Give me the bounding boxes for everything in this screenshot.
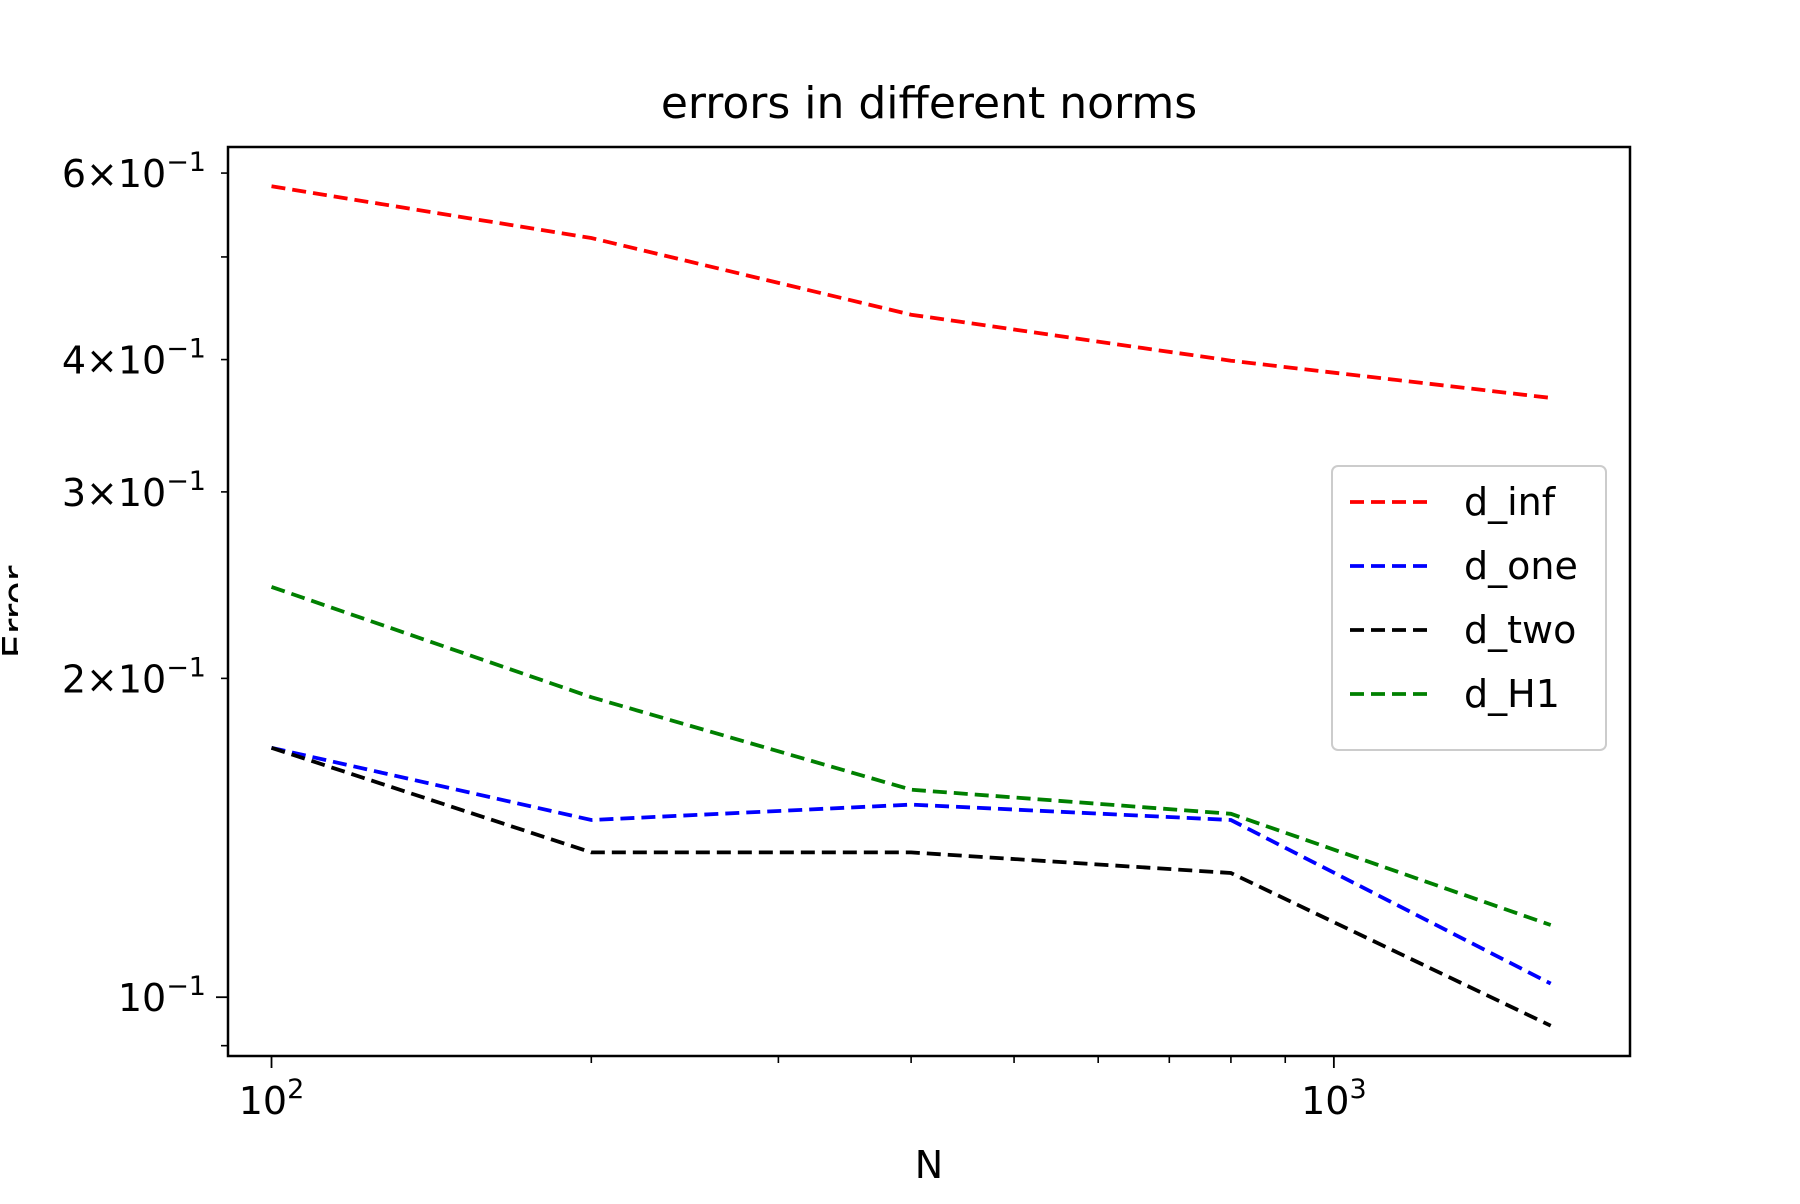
x-axis-label: N [915,1143,943,1187]
y-tick-label: 6×10−1 [62,147,206,196]
x-tick-label: 103 [1301,1074,1367,1123]
y-tick-label: 2×10−1 [62,652,206,701]
y-tick-label: 4×10−1 [62,334,206,383]
legend-label: d_one [1464,544,1578,588]
legend-label: d_two [1464,608,1576,652]
legend-box [1331,465,1607,751]
y-tick-label: 10−1 [118,971,206,1020]
series-line-d-two [270,745,1552,1028]
y-tick-label: 3×10−1 [62,466,206,515]
x-tick-label: 102 [239,1074,305,1123]
series-group [270,184,1552,1028]
legend-label: d_H1 [1464,672,1560,716]
series-line-d-one [271,745,1552,986]
series-line-d-H1 [270,585,1552,927]
chart-title: errors in different norms [661,78,1197,129]
series-line-d-inf [271,184,1551,400]
plot-frame [226,145,1632,1058]
legend-label: d_inf [1464,480,1557,524]
y-axis-label: Error [0,565,39,658]
